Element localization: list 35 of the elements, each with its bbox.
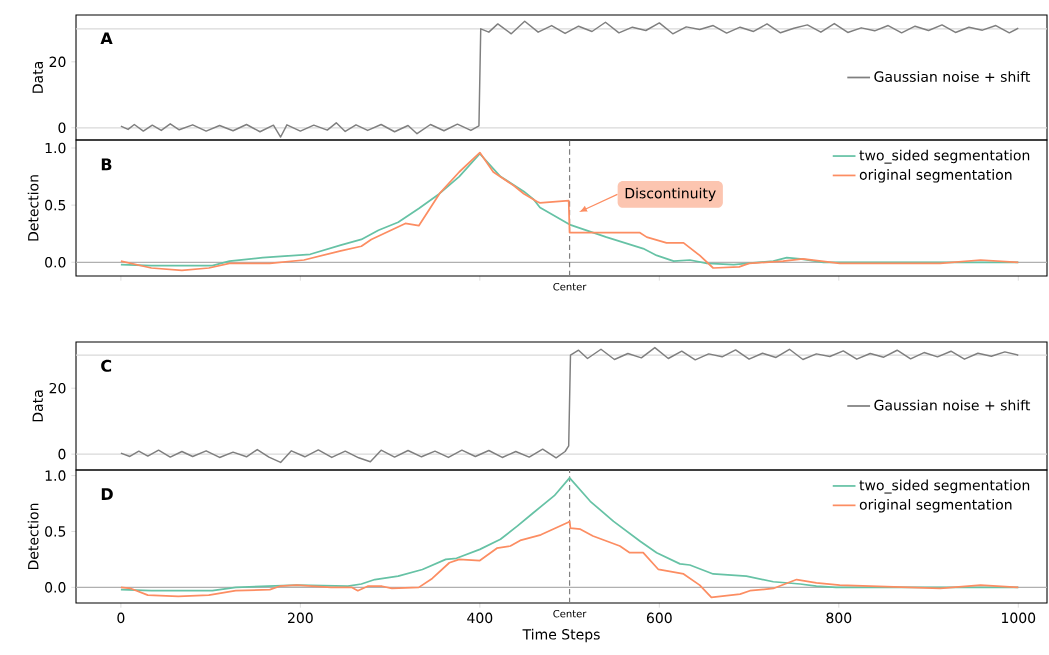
y-tick-label: 0.0 [45, 582, 66, 593]
y-tick-label: 0.0 [45, 256, 66, 268]
legend-label: original segmentation [859, 169, 1012, 183]
x-tick-label: 200 [288, 612, 313, 624]
line-series [120, 520, 1020, 599]
y-axis-title: Detection [27, 175, 39, 241]
y-tick-label: 0.5 [45, 199, 66, 211]
legend-label: two_sided segmentation [859, 479, 1030, 494]
text: D [101, 488, 113, 500]
x-tick-label: 600 [646, 612, 672, 624]
y-tick-label: 20 [49, 56, 66, 68]
y-axis-title: Detection [27, 503, 39, 570]
legend-label: Gaussian noise + shift [874, 399, 1031, 411]
legend-label: original segmentation [859, 499, 1012, 513]
x-tick-label: 800 [826, 612, 852, 624]
legend-label: Gaussian noise + shift [874, 71, 1031, 82]
y-tick-label: 0 [58, 122, 66, 134]
y-tick-label: 20 [49, 382, 66, 394]
x-tick-label: 1000 [1002, 612, 1036, 624]
x-axis-title: Time Steps [522, 628, 600, 643]
ref-line-label: Center [553, 282, 587, 291]
ref-line-label: Center [553, 609, 587, 618]
y-tick-label: 0 [58, 448, 66, 460]
y-tick-label: 1.0 [45, 142, 66, 154]
x-tick-label: 400 [467, 612, 493, 624]
text: C [101, 359, 112, 372]
y-tick-label: 0.5 [45, 526, 66, 537]
x-tick-label: 0 [117, 612, 125, 624]
legend-label: two_sided segmentation [859, 149, 1030, 164]
annotation: Discontinuity [625, 187, 716, 202]
y-tick-label: 1.0 [45, 470, 66, 481]
text: B [101, 158, 112, 171]
text: A [100, 32, 113, 45]
y-axis-title: Data [32, 390, 43, 422]
y-axis-title: Data [32, 62, 43, 93]
